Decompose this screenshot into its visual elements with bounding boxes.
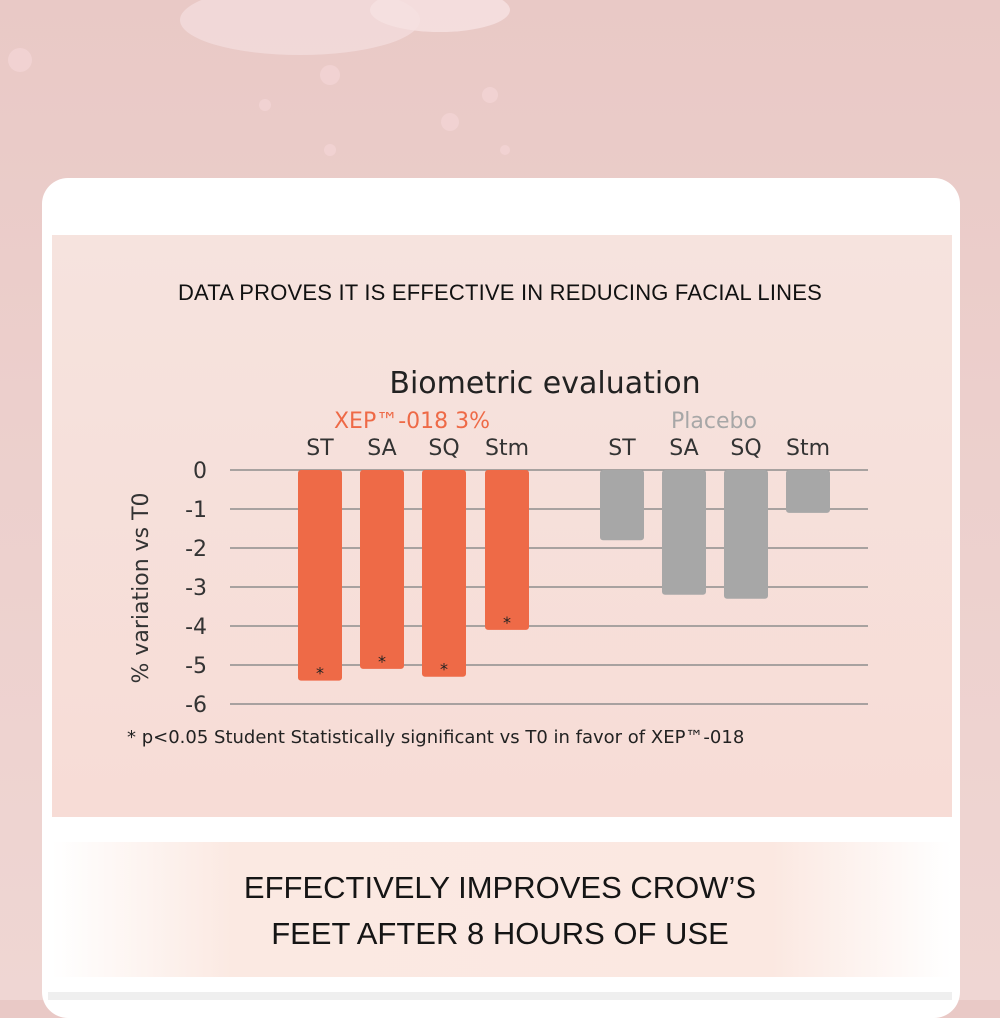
significance-mark: * — [440, 660, 448, 679]
background-water-splash — [8, 0, 510, 156]
bar — [485, 470, 529, 630]
bar — [786, 470, 830, 513]
headline-crows-feet-line2: FEET AFTER 8 HOURS OF USE — [271, 916, 729, 951]
y-tick-label: -4 — [185, 615, 207, 640]
chart-title: Biometric evaluation — [389, 366, 700, 401]
headline-data-proves: DATA PROVES IT IS EFFECTIVE IN REDUCING … — [177, 280, 823, 305]
y-tick-label: -2 — [185, 537, 207, 562]
category-label: SQ — [730, 436, 761, 461]
category-label: Stm — [485, 436, 529, 461]
chart-footnote: * p<0.05 Student Statistically significa… — [127, 727, 744, 748]
category-label: SA — [367, 436, 396, 461]
bar — [360, 470, 404, 669]
category-label: SQ — [428, 436, 459, 461]
bar — [298, 470, 342, 681]
category-label: ST — [608, 436, 636, 461]
y-tick-label: 0 — [193, 459, 207, 484]
category-label: Stm — [786, 436, 830, 461]
y-tick-label: -5 — [185, 654, 207, 679]
bottom-strip — [48, 992, 952, 1000]
headline-crows-feet-line1: EFFECTIVELY IMPROVES CROW’S — [243, 870, 757, 905]
significance-mark: * — [378, 652, 386, 671]
legend-group-label: XEP™-018 3% — [334, 409, 490, 434]
significance-mark: * — [316, 664, 324, 683]
significance-mark: * — [503, 613, 511, 632]
y-axis-label: % variation vs T0 — [129, 492, 154, 683]
category-label: SA — [669, 436, 698, 461]
bar — [724, 470, 768, 599]
bar — [662, 470, 706, 595]
headline-crows-feet: EFFECTIVELY IMPROVES CROW’S FEET AFTER 8… — [0, 865, 1000, 957]
y-tick-label: -3 — [185, 576, 207, 601]
legend-group-label: Placebo — [671, 409, 757, 434]
bar — [600, 470, 644, 541]
y-tick-label: -6 — [185, 693, 207, 718]
category-label: ST — [306, 436, 334, 461]
bar — [422, 470, 466, 677]
bottom-headline-band — [52, 842, 952, 977]
y-tick-label: -1 — [185, 498, 207, 523]
